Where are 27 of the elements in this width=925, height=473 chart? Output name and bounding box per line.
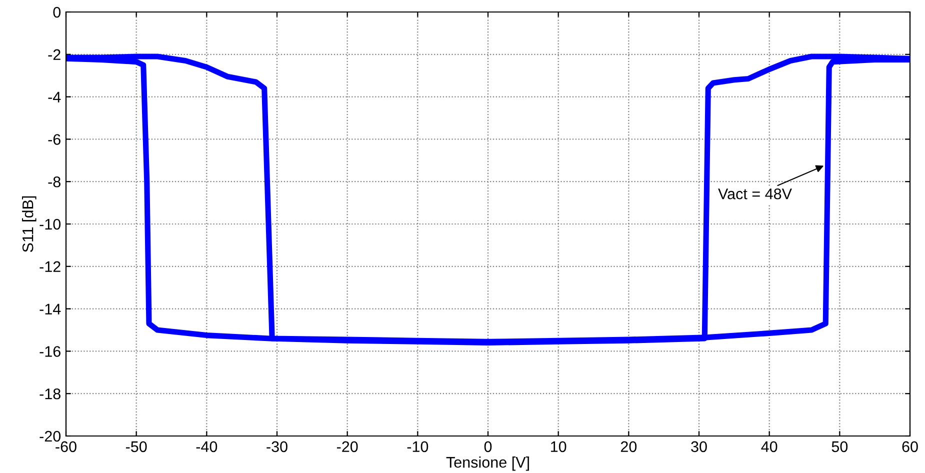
- y-axis-title: S11 [dB]: [22, 196, 36, 252]
- y-tick-label: -8: [48, 176, 60, 188]
- x-tick-label: 20: [620, 441, 637, 452]
- y-tick-label: -12: [40, 261, 60, 272]
- x-tick-label: 40: [761, 441, 778, 452]
- annotation: Vact = 48V: [718, 188, 792, 200]
- x-tick-label: -60: [56, 441, 76, 452]
- y-tick-label: -20: [40, 430, 61, 442]
- y-tick-label: -2: [48, 49, 60, 60]
- x-tick-label: 60: [902, 441, 918, 452]
- x-tick-label: -10: [407, 441, 428, 452]
- x-tick-label: -20: [336, 441, 358, 452]
- y-tick-label: -10: [40, 218, 61, 230]
- x-tick-label: -40: [196, 441, 218, 452]
- y-tick-label: -4: [48, 92, 61, 102]
- x-tick-label: 0: [484, 441, 492, 452]
- x-tick-label: 10: [551, 441, 566, 452]
- x-tick-label: 50: [832, 441, 848, 452]
- y-tick-label: 0: [53, 6, 61, 18]
- x-tick-label: -30: [266, 441, 288, 452]
- y-tick-label: -16: [40, 346, 60, 357]
- x-axis-title: Tensione [V]: [446, 456, 529, 471]
- y-tick-label: -18: [40, 388, 60, 400]
- y-tick-label: -6: [48, 134, 60, 145]
- x-tick-label: 30: [691, 441, 707, 452]
- x-tick-label: -50: [126, 441, 147, 452]
- y-tick-label: -14: [40, 304, 61, 314]
